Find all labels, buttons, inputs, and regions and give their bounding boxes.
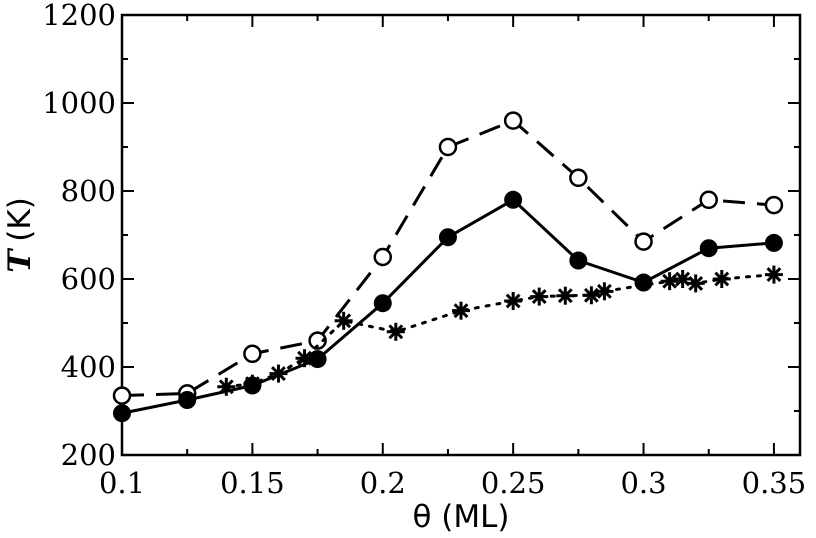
x-tick-label: 0.3	[620, 466, 666, 500]
y-axis-symbol: T	[2, 248, 38, 273]
filled-circle-point	[699, 239, 718, 258]
asterisk-stroke	[662, 273, 678, 289]
asterisk-point	[386, 322, 405, 341]
open-circle-point	[243, 344, 262, 364]
asterisk-point	[686, 274, 705, 293]
open-circle-point	[764, 195, 784, 215]
filled-circle-point	[634, 273, 653, 292]
open-circle-point	[112, 386, 132, 405]
filled-circle-point	[178, 391, 197, 409]
series-open-circle	[112, 111, 784, 405]
open-circle-point	[699, 190, 718, 210]
y-axis-title: T (K)	[2, 197, 38, 273]
asterisk-stroke	[675, 271, 691, 287]
open-circle-point	[634, 232, 653, 251]
filled-circle-point	[438, 228, 457, 247]
asterisk-stroke	[714, 271, 730, 287]
open-circle-point	[438, 137, 458, 157]
asterisk-point	[504, 292, 523, 310]
series-layer	[112, 111, 784, 423]
open-circle-point	[373, 247, 393, 267]
asterisk-point	[764, 265, 783, 284]
series-filled-circle	[113, 190, 783, 423]
asterisk-stroke	[688, 275, 704, 291]
asterisk-point	[660, 272, 679, 291]
asterisk-point	[452, 301, 470, 320]
x-tick-label: 0.2	[360, 466, 406, 500]
asterisk-point	[269, 364, 288, 383]
y-axis-unit: (K)	[2, 197, 38, 242]
asterisk-stroke	[244, 376, 260, 392]
asterisk-stroke	[218, 379, 234, 395]
filled-circle-point	[373, 294, 392, 313]
tick-labels: 0.1 0.15 0.2 0.25 0.3 0.35 200 400 600 800 1000 120…	[42, 0, 806, 500]
asterisk-point	[673, 270, 692, 288]
filled-circle-point	[504, 190, 523, 209]
filled-circle-point	[764, 233, 783, 252]
asterisk-point	[582, 286, 601, 305]
asterisk-stroke	[505, 293, 521, 309]
asterisk-stroke	[596, 283, 612, 299]
asterisk-stroke	[531, 289, 547, 305]
asterisk-point	[295, 349, 314, 368]
asterisk-point	[556, 286, 575, 305]
asterisk-point	[334, 311, 353, 330]
series-line-dotted	[224, 273, 776, 389]
series-line-dashed	[121, 119, 775, 398]
series-asterisk	[217, 265, 783, 396]
filled-circle-point	[113, 404, 131, 423]
y-tick-label: 800	[61, 174, 116, 208]
open-circle-point	[503, 111, 523, 130]
asterisk-point	[595, 282, 614, 301]
asterisk-point	[217, 377, 236, 396]
asterisk-stroke	[388, 324, 404, 340]
asterisk-stroke	[557, 288, 573, 304]
asterisk-stroke	[766, 267, 782, 283]
x-tick-label: 0.1	[99, 466, 145, 500]
y-tick-label: 1200	[42, 0, 116, 32]
asterisk-stroke	[297, 350, 312, 366]
axis-ticks	[121, 14, 800, 456]
x-tick-label: 0.25	[481, 466, 546, 500]
asterisk-stroke	[271, 366, 286, 382]
asterisk-point	[712, 270, 731, 288]
x-axis-title: θ (ML)	[412, 499, 509, 535]
asterisk-point	[243, 374, 262, 393]
y-tick-label: 200	[61, 438, 116, 472]
filled-circle-point	[569, 251, 588, 270]
open-circle-point	[308, 331, 327, 350]
x-tick-label: 0.15	[220, 466, 285, 500]
asterisk-stroke	[453, 303, 469, 319]
x-tick-label: 0.35	[742, 466, 807, 500]
asterisk-point	[530, 287, 549, 306]
asterisk-stroke	[336, 313, 352, 329]
open-circle-point	[569, 168, 588, 188]
filled-circle-point	[308, 350, 327, 369]
y-tick-label: 400	[61, 350, 116, 384]
y-tick-label: 1000	[42, 86, 116, 120]
y-tick-label: 600	[61, 262, 116, 296]
